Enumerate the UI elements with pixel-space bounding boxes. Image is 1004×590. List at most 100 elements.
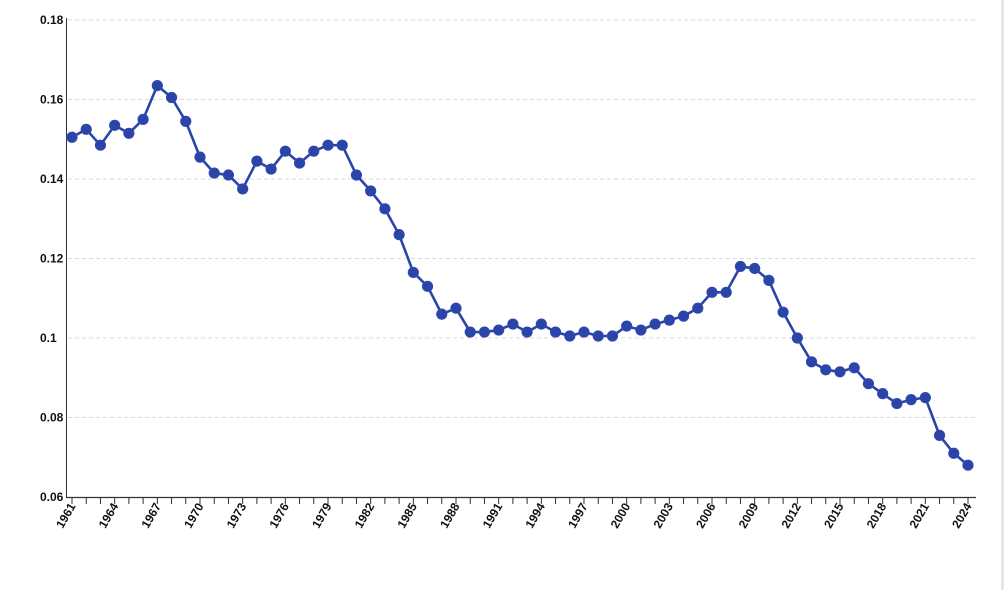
y-tick-label: 0.18 — [40, 13, 64, 27]
data-point — [763, 274, 775, 286]
data-point — [592, 330, 604, 342]
x-tick-label: 2018 — [864, 500, 890, 530]
data-point — [450, 302, 462, 314]
x-tick-label: 1964 — [96, 500, 122, 530]
data-point — [777, 306, 789, 318]
data-point — [237, 183, 249, 195]
data-point — [734, 260, 747, 273]
data-point — [535, 318, 547, 330]
data-point — [265, 163, 277, 175]
data-point — [749, 262, 761, 275]
data-point — [677, 310, 690, 322]
x-tick-label: 2024 — [949, 500, 975, 530]
x-tick-label: 2021 — [906, 500, 932, 530]
data-point — [791, 332, 803, 344]
data-point — [322, 139, 334, 151]
data-point — [407, 266, 419, 279]
x-axis-tick-labels: 1961 1964 1967 1970 1973 1976 1979 1982 1985 1988… — [53, 500, 975, 530]
data-point — [251, 155, 263, 167]
data-point — [194, 151, 206, 163]
data-point — [80, 123, 92, 135]
data-point — [962, 459, 974, 471]
data-point — [720, 286, 732, 298]
data-point — [165, 91, 178, 104]
data-point — [478, 326, 491, 338]
data-point — [66, 131, 78, 143]
data-point — [137, 113, 149, 125]
data-point — [805, 356, 818, 368]
data-point — [948, 447, 960, 459]
x-tick-label: 1979 — [309, 500, 335, 530]
series-line — [70, 84, 970, 467]
data-point — [365, 185, 377, 197]
data-point — [635, 324, 647, 336]
data-point — [606, 330, 619, 342]
data-point — [549, 326, 562, 338]
data-point — [279, 145, 291, 157]
x-tick-label: 1982 — [352, 500, 378, 530]
data-point — [692, 302, 704, 314]
data-point — [862, 378, 875, 390]
data-point — [393, 229, 405, 241]
y-axis-tick-labels: 0.06 0.08 0.1 0.12 0.14 0.16 0.18 — [40, 13, 64, 504]
x-tick-label: 1988 — [437, 500, 463, 530]
x-tick-label: 1976 — [266, 500, 292, 530]
x-tick-label: 1961 — [53, 500, 79, 530]
data-point — [877, 388, 889, 400]
data-point — [621, 320, 633, 332]
data-point — [820, 364, 832, 376]
data-point — [94, 139, 107, 151]
series-points — [66, 79, 974, 471]
data-point — [379, 203, 391, 215]
data-point — [464, 326, 476, 338]
data-point — [123, 127, 135, 139]
x-tick-label: 1985 — [394, 500, 420, 530]
data-point — [436, 308, 448, 320]
gridlines — [68, 19, 975, 418]
x-tick-label: 1973 — [224, 500, 250, 530]
data-point — [891, 397, 903, 410]
x-tick-label: 2009 — [736, 500, 762, 530]
data-point — [564, 330, 576, 342]
data-point — [663, 314, 675, 326]
data-point — [151, 79, 163, 92]
data-point — [222, 169, 235, 181]
x-tick-label: 2000 — [608, 500, 634, 530]
data-point — [350, 169, 363, 181]
data-point — [493, 324, 505, 336]
chart-frame-border — [1001, 0, 1004, 590]
data-point — [293, 157, 306, 169]
data-point — [706, 286, 718, 298]
data-point — [848, 362, 860, 374]
y-tick-label: 0.1 — [40, 331, 57, 345]
x-tick-label: 1991 — [480, 500, 506, 530]
data-point — [933, 429, 946, 441]
x-tick-label: 2015 — [821, 500, 847, 530]
data-point — [180, 115, 192, 127]
data-point — [109, 119, 121, 131]
data-point — [578, 326, 590, 338]
x-tick-label: 1970 — [181, 500, 207, 530]
data-point — [507, 318, 519, 330]
x-tick-label: 1997 — [565, 500, 591, 530]
data-point — [919, 392, 931, 404]
data-point — [521, 326, 533, 338]
y-tick-label: 0.08 — [40, 411, 64, 425]
axes — [66, 18, 976, 504]
y-tick-label: 0.14 — [40, 172, 64, 186]
x-tick-label: 2003 — [650, 500, 676, 530]
data-point — [905, 394, 917, 406]
x-tick-label: 1994 — [522, 500, 548, 530]
data-point — [834, 366, 846, 378]
data-point — [649, 318, 661, 330]
x-tick-label: 1967 — [138, 500, 164, 530]
data-point — [336, 139, 348, 151]
y-tick-label: 0.12 — [40, 252, 64, 266]
x-tick-label: 2012 — [778, 500, 804, 530]
data-point — [421, 280, 434, 292]
y-tick-label: 0.06 — [40, 490, 64, 504]
data-point — [208, 167, 220, 179]
series-line-path — [70, 84, 970, 467]
data-point — [308, 145, 320, 157]
